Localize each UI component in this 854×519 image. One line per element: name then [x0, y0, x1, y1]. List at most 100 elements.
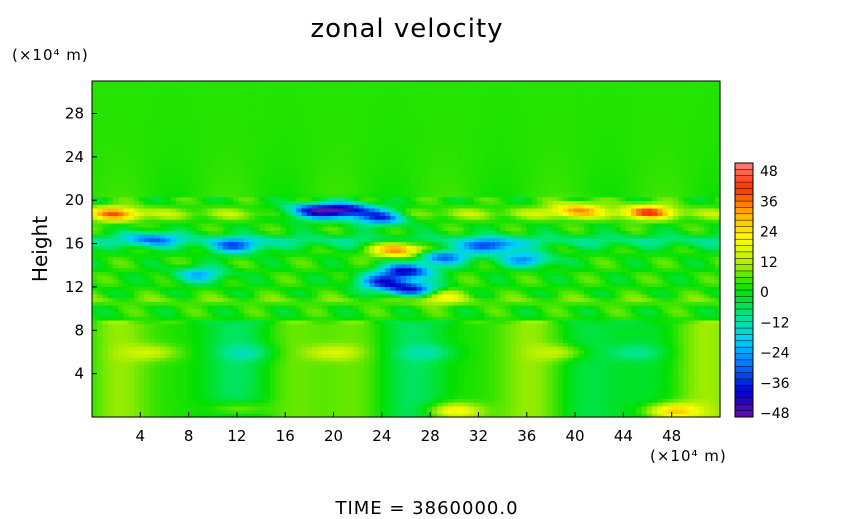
heatmap-cell	[400, 398, 407, 403]
heatmap-cell	[688, 353, 695, 358]
heatmap-cell	[364, 390, 370, 396]
heatmap-cell	[426, 305, 433, 310]
heatmap-cell	[604, 338, 611, 343]
heatmap-cell	[631, 316, 637, 321]
heatmap-cell	[500, 387, 507, 392]
heatmap-cell	[280, 271, 287, 276]
heatmap-cell	[123, 346, 130, 351]
heatmap-cell	[463, 409, 470, 414]
heatmap-cell	[269, 331, 276, 336]
heatmap-cell	[343, 305, 350, 310]
heatmap-cell	[385, 263, 391, 269]
heatmap-cell	[688, 349, 695, 355]
heatmap-cell	[620, 375, 627, 381]
heatmap-cell	[327, 357, 334, 362]
heatmap-cell	[557, 275, 564, 280]
heatmap-cell	[426, 390, 433, 396]
heatmap-cell	[118, 409, 124, 414]
heatmap-cell	[400, 387, 407, 392]
heatmap-cell	[494, 357, 501, 362]
heatmap-cell	[505, 263, 512, 269]
heatmap-cell	[285, 349, 292, 355]
heatmap-cell	[306, 290, 313, 295]
heatmap-cell	[583, 405, 590, 411]
heatmap-cell	[651, 379, 658, 384]
heatmap-cell	[165, 387, 172, 392]
heatmap-cell	[207, 364, 213, 370]
heatmap-cell	[222, 390, 229, 396]
heatmap-cell	[479, 297, 486, 302]
heatmap-cell	[149, 409, 156, 414]
heatmap-cell	[646, 357, 653, 362]
heatmap-cell	[112, 271, 119, 276]
heatmap-cell	[426, 383, 433, 388]
heatmap-cell	[651, 312, 658, 317]
heatmap-cell	[280, 308, 287, 314]
heatmap-cell	[657, 293, 664, 299]
heatmap-cell	[118, 368, 124, 373]
heatmap-cell	[243, 323, 250, 328]
heatmap-cell	[144, 305, 151, 310]
heatmap-cell	[536, 349, 543, 355]
heatmap-cell	[646, 372, 653, 377]
heatmap-cell	[212, 409, 219, 414]
heatmap-cell	[348, 260, 355, 265]
heatmap-cell	[610, 305, 616, 310]
heatmap-cell	[557, 387, 564, 392]
heatmap-cell	[102, 361, 109, 366]
heatmap-cell	[186, 278, 193, 284]
heatmap-cell	[594, 271, 601, 276]
heatmap-cell	[693, 383, 700, 388]
heatmap-cell	[678, 409, 684, 414]
heatmap-cell	[149, 297, 156, 302]
heatmap-cell	[437, 402, 444, 407]
heatmap-cell	[102, 364, 109, 370]
heatmap-cell	[269, 353, 276, 358]
heatmap-cell	[285, 323, 292, 328]
heatmap-cell	[547, 263, 554, 269]
heatmap-cell	[704, 390, 711, 396]
heatmap-cell	[353, 327, 360, 332]
heatmap-cell	[133, 375, 140, 381]
heatmap-cell	[693, 334, 700, 340]
heatmap-cell	[385, 379, 391, 384]
heatmap-cell	[631, 394, 637, 399]
heatmap-cell	[489, 271, 496, 276]
heatmap-cell	[139, 271, 145, 276]
heatmap-cell	[353, 260, 360, 265]
heatmap-cell	[714, 394, 721, 399]
heatmap-cell	[348, 297, 355, 302]
heatmap-cell	[233, 312, 240, 317]
heatmap-cell	[704, 278, 711, 284]
heatmap-cell	[547, 275, 554, 280]
heatmap-cell	[620, 368, 627, 373]
heatmap-cell	[531, 275, 538, 280]
heatmap-cell	[154, 290, 161, 295]
heatmap-cell	[636, 275, 643, 280]
heatmap-cell	[704, 331, 711, 336]
heatmap-cell	[290, 398, 297, 403]
heatmap-cell	[547, 364, 554, 370]
heatmap-cell	[233, 390, 240, 396]
heatmap-cell	[542, 290, 548, 295]
heatmap-cell	[97, 342, 104, 347]
heatmap-cell	[139, 409, 145, 414]
heatmap-cell	[170, 387, 177, 392]
heatmap-cell	[531, 372, 538, 377]
heatmap-cell	[604, 297, 611, 302]
heatmap-cell	[332, 312, 339, 317]
heatmap-cell	[102, 260, 109, 265]
heatmap-cell	[374, 323, 381, 328]
heatmap-cell	[280, 282, 287, 287]
heatmap-cell	[589, 286, 595, 291]
heatmap-cell	[196, 312, 203, 317]
heatmap-cell	[453, 372, 459, 377]
heatmap-cell	[290, 349, 297, 355]
heatmap-cell	[390, 275, 397, 280]
heatmap-cell	[222, 331, 229, 336]
heatmap-cell	[699, 331, 705, 336]
heatmap-cell	[374, 319, 381, 325]
heatmap-cell	[243, 290, 250, 295]
heatmap-cell	[212, 405, 219, 411]
heatmap-cell	[385, 372, 391, 377]
